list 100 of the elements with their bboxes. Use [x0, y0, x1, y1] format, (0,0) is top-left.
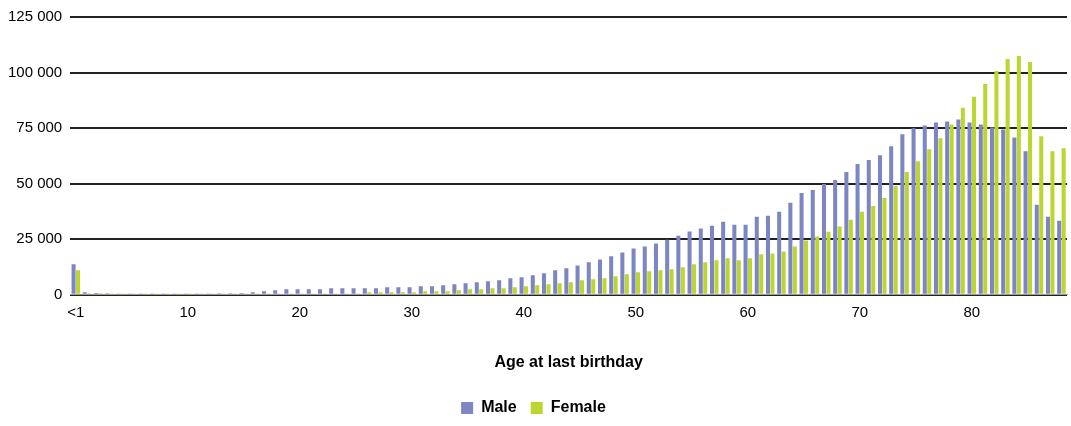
- bar: [893, 185, 898, 294]
- bar: [792, 246, 797, 294]
- bar: [1001, 129, 1006, 294]
- bar: [804, 240, 809, 294]
- bar: [922, 125, 927, 294]
- legend-label: Male: [481, 398, 517, 416]
- bar: [754, 216, 759, 294]
- bar: [575, 265, 580, 294]
- bar: [1012, 137, 1017, 294]
- bar: [609, 256, 614, 294]
- bar: [855, 164, 860, 294]
- bar: [765, 215, 770, 294]
- bar: [933, 122, 938, 294]
- bar: [557, 283, 562, 294]
- bar: [530, 275, 535, 294]
- bar: [725, 258, 730, 294]
- bar: [591, 279, 596, 294]
- bar: [900, 134, 905, 294]
- bar: [759, 254, 764, 294]
- bar: [541, 273, 546, 294]
- x-tick-label: 20: [291, 302, 309, 320]
- bar: [501, 288, 506, 294]
- bar: [624, 274, 629, 294]
- x-tick-label: 60: [739, 302, 757, 320]
- bar: [826, 231, 831, 294]
- bar: [1034, 204, 1039, 294]
- bar: [586, 262, 591, 294]
- bar: [434, 291, 439, 294]
- y-tick-label: 75 000: [16, 118, 63, 136]
- bar: [329, 288, 334, 294]
- bar: [568, 282, 573, 294]
- bar: [844, 172, 849, 294]
- y-tick-label: 25 000: [16, 229, 63, 247]
- bar: [692, 264, 697, 294]
- bar: [373, 288, 378, 294]
- bar: [949, 124, 954, 294]
- bar: [777, 211, 782, 294]
- bar: [799, 193, 804, 294]
- x-axis-title: Age at last birthday: [494, 352, 643, 370]
- bar: [452, 284, 457, 294]
- bar: [468, 289, 473, 294]
- bar: [273, 290, 278, 294]
- bar: [362, 288, 367, 294]
- bar: [636, 272, 641, 294]
- bar: [860, 211, 865, 294]
- bar: [736, 260, 741, 294]
- bar: [497, 280, 502, 294]
- bar: [429, 286, 434, 294]
- bar: [960, 107, 965, 294]
- x-tick-label: 30: [403, 302, 421, 320]
- bar: [1005, 59, 1010, 294]
- bar: [295, 289, 300, 294]
- bar: [284, 289, 289, 294]
- bar: [810, 189, 815, 294]
- bar: [1050, 151, 1055, 294]
- bar: [512, 287, 517, 294]
- bar: [938, 138, 943, 294]
- bar: [714, 260, 719, 294]
- bar: [553, 270, 558, 294]
- bar: [1028, 61, 1033, 294]
- bar: [770, 253, 775, 294]
- bar: [418, 286, 423, 294]
- bar: [385, 287, 390, 294]
- bar: [407, 287, 412, 294]
- bar: [916, 161, 921, 294]
- x-tick-label: 10: [179, 302, 197, 320]
- y-tick-label: 0: [53, 284, 63, 302]
- bar: [665, 239, 670, 294]
- bar: [396, 287, 401, 294]
- bar: [261, 291, 266, 294]
- bar: [485, 281, 490, 294]
- bar: [709, 225, 714, 294]
- bar: [732, 224, 737, 294]
- bar: [788, 202, 793, 294]
- bar: [1061, 148, 1066, 294]
- bar: [1016, 56, 1021, 294]
- bar: [1039, 136, 1044, 294]
- bar: [76, 270, 81, 294]
- bar: [866, 160, 871, 294]
- bar: [1057, 220, 1062, 294]
- bar: [972, 96, 977, 294]
- bar: [519, 277, 524, 294]
- bar: [956, 119, 961, 294]
- bar: [927, 149, 932, 294]
- bar: [743, 224, 748, 294]
- x-tick-label: 50: [627, 302, 645, 320]
- bar: [703, 262, 708, 294]
- bar: [911, 128, 916, 294]
- bar: [423, 291, 428, 294]
- bar: [833, 180, 838, 294]
- bar: [441, 285, 446, 294]
- bar: [602, 278, 607, 294]
- bar: [871, 205, 876, 294]
- bar: [989, 127, 994, 294]
- bar: [340, 288, 345, 294]
- bar: [983, 83, 988, 294]
- bar: [631, 248, 636, 294]
- bar: [71, 264, 76, 294]
- bar: [837, 226, 842, 294]
- y-tick-label: 100 000: [7, 62, 63, 80]
